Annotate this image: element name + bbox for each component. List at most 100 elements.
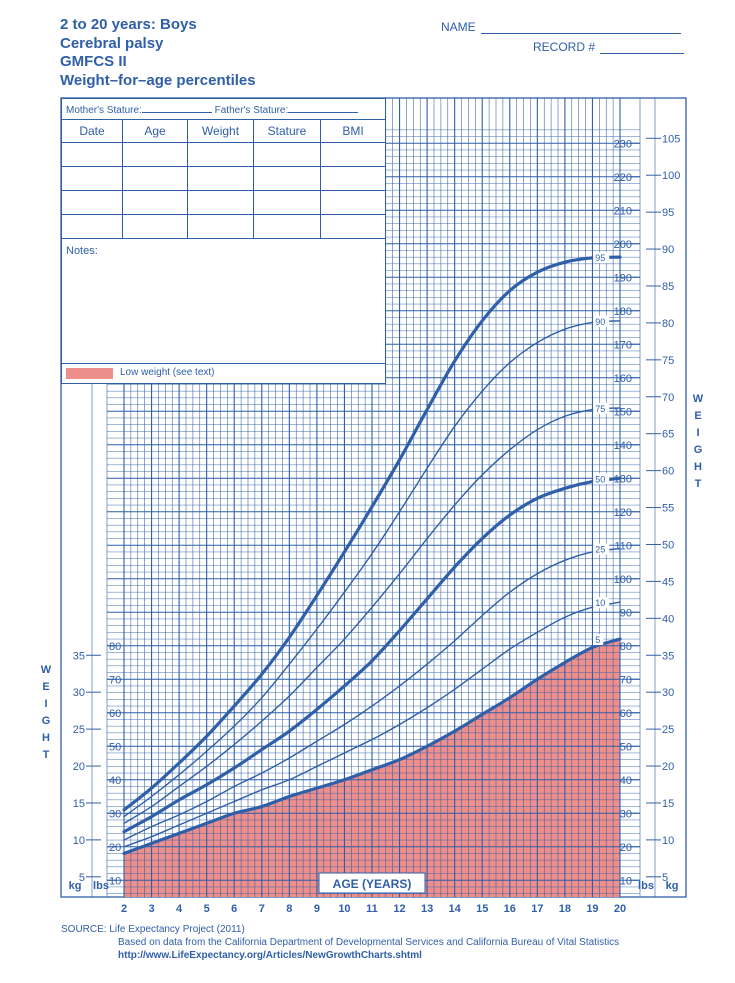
x-tick-label: 4 xyxy=(176,903,183,915)
name-blank[interactable] xyxy=(481,23,682,34)
table-cell[interactable] xyxy=(62,190,123,215)
measurement-table: Date Age Weight Stature BMI xyxy=(62,119,385,239)
table-cell[interactable] xyxy=(122,166,188,191)
percentile-curve-5 xyxy=(122,637,622,856)
y-unit-label: kg xyxy=(69,880,82,892)
y-axis-label-left: W xyxy=(41,664,52,676)
x-tick-label: 9 xyxy=(314,903,320,915)
table-cell[interactable] xyxy=(253,214,321,239)
right-kg-label: 25 xyxy=(662,724,674,736)
percentile-curve-90 xyxy=(123,320,621,818)
right-lbs-label: 110 xyxy=(614,540,632,552)
table-cell[interactable] xyxy=(187,214,254,239)
percentile-curve-75 xyxy=(123,407,621,824)
record-label: RECORD # xyxy=(533,40,596,54)
table-cell[interactable] xyxy=(320,214,385,239)
right-kg-label: 75 xyxy=(662,355,674,367)
right-kg-label: 95 xyxy=(662,207,674,219)
table-cell[interactable] xyxy=(122,214,188,239)
x-axis-label: AGE (YEARS) xyxy=(333,877,412,891)
x-tick-label: 19 xyxy=(586,903,598,915)
table-cell[interactable] xyxy=(62,214,123,239)
left-lbs-label: 20 xyxy=(109,842,121,854)
fathers-stature-label: Father's Stature: xyxy=(214,105,289,116)
right-lbs-label: 70 xyxy=(620,674,632,686)
name-field[interactable]: NAME xyxy=(441,20,682,34)
right-kg-label: 5 xyxy=(662,872,668,884)
percentile-label: 95 xyxy=(595,253,605,263)
table-cell[interactable] xyxy=(253,142,321,167)
table-row xyxy=(62,142,385,167)
chart-title-gmfcs: GMFCS II xyxy=(60,53,127,70)
right-kg-label: 100 xyxy=(662,170,680,182)
table-cell[interactable] xyxy=(320,190,385,215)
table-cell[interactable] xyxy=(62,166,123,191)
name-label: NAME xyxy=(441,20,476,34)
right-lbs-label: 30 xyxy=(620,808,632,820)
right-kg-label: 90 xyxy=(662,244,674,256)
table-cell[interactable] xyxy=(187,166,254,191)
legend-low-weight-label: Low weight (see text) xyxy=(120,367,215,378)
table-row xyxy=(62,214,385,239)
chart-title-age-range: 2 to 20 years: Boys xyxy=(60,16,197,33)
y-axis-label-right: E xyxy=(694,410,701,422)
y-unit-label: kg xyxy=(666,880,679,892)
right-kg-label: 60 xyxy=(662,466,674,478)
chart-title: Weight–for–age percentiles xyxy=(60,71,256,89)
source-url[interactable]: http://www.LifeExpectancy.org/Articles/N… xyxy=(118,950,422,961)
left-lbs-label: 80 xyxy=(109,641,121,653)
x-tick-label: 2 xyxy=(121,903,127,915)
left-kg-label: 15 xyxy=(73,798,85,810)
x-tick-label: 13 xyxy=(421,903,433,915)
y-axis-label-right: I xyxy=(696,427,699,439)
table-cell[interactable] xyxy=(253,190,321,215)
table-cell[interactable] xyxy=(320,166,385,191)
table-cell[interactable] xyxy=(122,142,188,167)
record-field[interactable]: RECORD # xyxy=(533,40,685,54)
y-axis-label-right: G xyxy=(694,444,703,456)
percentile-label-bg xyxy=(593,252,610,264)
right-lbs-label: 80 xyxy=(620,641,632,653)
x-tick-label: 5 xyxy=(204,903,210,915)
percentile-label: 25 xyxy=(595,545,605,555)
x-tick-label: 8 xyxy=(286,903,292,915)
record-table: Mother's Stature: Father's Stature: Date… xyxy=(61,98,386,384)
stature-row: Mother's Stature: Father's Stature: xyxy=(66,103,359,116)
y-axis-label-left: H xyxy=(42,732,50,744)
x-axis-label-box xyxy=(318,872,426,894)
table-cell[interactable] xyxy=(122,190,188,215)
mothers-stature-blank[interactable] xyxy=(141,103,212,113)
percentile-label-bg xyxy=(593,315,610,327)
right-lbs-label: 190 xyxy=(614,272,632,284)
title-block: 2 to 20 years: Boys Cerebral palsy GMFCS… xyxy=(60,16,256,90)
right-kg-label: 45 xyxy=(662,576,674,588)
right-kg-label: 10 xyxy=(662,835,674,847)
percentile-label: 50 xyxy=(595,474,605,484)
y-unit-label: lbs xyxy=(638,880,654,892)
right-lbs-label: 100 xyxy=(614,574,632,586)
table-cell[interactable] xyxy=(187,190,254,215)
record-blank[interactable] xyxy=(600,43,685,54)
table-cell[interactable] xyxy=(320,142,385,167)
percentile-label: 10 xyxy=(595,598,605,608)
table-cell[interactable] xyxy=(253,166,321,191)
y-axis-label-right: T xyxy=(695,478,702,490)
left-lbs-label: 40 xyxy=(109,775,121,787)
column-header-weight: Weight xyxy=(187,119,254,143)
left-lbs-label: 10 xyxy=(109,875,121,887)
source-line-2: Based on data from the California Depart… xyxy=(118,937,620,948)
table-cell[interactable] xyxy=(62,142,123,167)
percentile-label-bg xyxy=(593,543,610,555)
y-axis-label-left: I xyxy=(44,698,47,710)
fathers-stature-blank[interactable] xyxy=(288,103,359,113)
percentile-label-bg xyxy=(593,634,604,646)
mothers-stature-label: Mother's Stature: xyxy=(66,105,142,116)
legend: Low weight (see text) xyxy=(62,363,385,384)
right-lbs-label: 50 xyxy=(620,741,632,753)
table-cell[interactable] xyxy=(187,142,254,167)
table-row xyxy=(62,166,385,191)
right-kg-label: 80 xyxy=(662,318,674,330)
percentile-label-bg xyxy=(593,597,610,609)
right-kg-label: 15 xyxy=(662,798,674,810)
percentile-curve-25 xyxy=(123,547,621,841)
